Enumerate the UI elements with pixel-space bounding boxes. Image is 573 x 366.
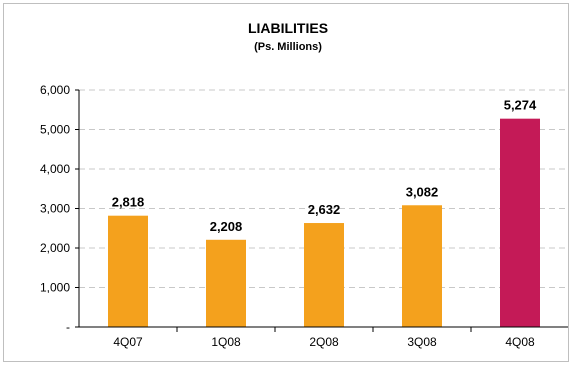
y-tick-label: 4,000 <box>40 162 70 176</box>
data-label: 2,632 <box>308 202 341 217</box>
chart-subtitle: (Ps. Millions) <box>254 41 322 53</box>
bars <box>108 118 540 327</box>
x-tick-label: 4Q07 <box>113 335 143 349</box>
bar <box>206 239 246 327</box>
x-tick-label: 1Q08 <box>211 335 241 349</box>
axes <box>75 89 568 332</box>
bar <box>500 118 540 327</box>
chart-title: LIABILITIES <box>248 20 328 36</box>
data-label: 5,274 <box>504 98 537 113</box>
liabilities-bar-chart: LIABILITIES (Ps. Millions) - 1,000 2,000 3,… <box>40 20 568 349</box>
y-tick-label: 6,000 <box>40 83 70 97</box>
data-label: 3,082 <box>406 184 439 199</box>
data-label: 2,208 <box>210 219 243 234</box>
x-tick-label: 2Q08 <box>309 335 339 349</box>
y-tick-label: 5,000 <box>40 123 70 137</box>
chart-frame: LIABILITIES (Ps. Millions) - 1,000 2,000 3,… <box>3 3 569 362</box>
x-tick-label: 3Q08 <box>407 335 437 349</box>
y-tick-label: 3,000 <box>40 202 70 216</box>
bar <box>402 205 442 327</box>
bar <box>108 215 148 327</box>
y-tick-label: 2,000 <box>40 241 70 255</box>
data-label: 2,818 <box>112 195 145 210</box>
y-tick-label: 1,000 <box>40 281 70 295</box>
bar <box>304 223 344 327</box>
labels: - 1,000 2,000 3,000 4,000 5,000 6,000 2,818 4Q07… <box>40 83 537 349</box>
y-tick-label: - <box>66 320 70 334</box>
x-tick-label: 4Q08 <box>505 335 535 349</box>
